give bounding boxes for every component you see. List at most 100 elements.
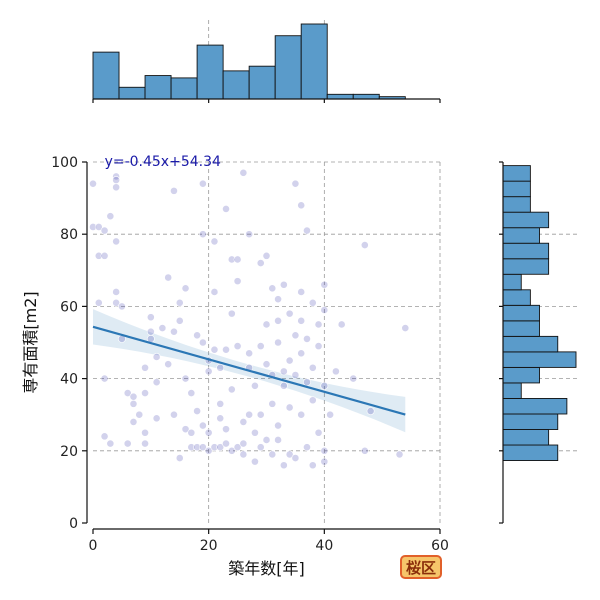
scatter-point (187, 428, 196, 437)
right-hist-bar (502, 429, 550, 446)
top-hist-bar (118, 86, 146, 100)
scatter-point (268, 399, 277, 408)
scatter-point (164, 360, 173, 369)
y-tick-label: 0 (69, 516, 78, 532)
scatter-point (349, 374, 358, 383)
scatter-point (181, 425, 190, 434)
scatter-point (158, 324, 167, 332)
scatter-point (320, 280, 329, 289)
scatter-point (94, 298, 103, 307)
right-hist-bar (502, 180, 531, 198)
top-hist-bar (92, 51, 120, 100)
scatter-point (210, 237, 219, 246)
right-hist-bar (502, 242, 550, 260)
scatter-point (395, 450, 404, 459)
scatter-point (308, 363, 317, 372)
scatter-point (303, 443, 311, 452)
scatter-point (314, 320, 323, 329)
right-hist-bar (502, 413, 559, 430)
scatter-point (291, 179, 300, 188)
scatter-point (112, 176, 121, 184)
scatter-point (251, 457, 259, 466)
scatter-point (227, 385, 236, 394)
scatter-point (222, 425, 230, 434)
scatter-point (112, 298, 121, 307)
right-hist-bar (502, 444, 559, 461)
scatter-point (187, 443, 196, 452)
y-tick-label: 40 (60, 372, 78, 388)
right-hist-bar (502, 196, 531, 213)
top-hist-bar (300, 23, 328, 100)
scatter-point (297, 201, 306, 210)
scatter-point (360, 446, 369, 455)
scatter-point (152, 414, 161, 423)
scatter-point (100, 432, 109, 441)
scatter-point (152, 378, 161, 387)
scatter-point (198, 443, 207, 452)
scatter-point (297, 349, 306, 358)
x-tick-label: 20 (200, 538, 218, 554)
scatter-point (170, 410, 178, 419)
scatter-point (123, 389, 132, 397)
scatter-point (233, 277, 242, 286)
scatter-point (233, 255, 242, 264)
scatter-point (308, 298, 317, 307)
scatter-point (262, 320, 271, 329)
scatter-point (129, 399, 138, 408)
scatter-point (135, 410, 144, 419)
y-tick-label: 100 (51, 155, 78, 171)
scatter-point (129, 418, 138, 426)
scatter-point (181, 284, 190, 293)
scatter-point (141, 389, 149, 397)
scatter-point (100, 226, 109, 235)
right-hist-bar (502, 335, 559, 353)
regression-line (92, 325, 406, 416)
scatter-point (193, 331, 201, 340)
scatter-point (262, 360, 271, 369)
scatter-point (198, 421, 207, 430)
scatter-point (239, 439, 248, 448)
scatter-point (175, 316, 184, 325)
scatter-point (141, 363, 149, 372)
scatter-point (106, 439, 115, 448)
district-badge: 桜区 (400, 555, 442, 579)
right-hist-bar (502, 382, 522, 399)
scatter-point (233, 342, 242, 351)
scatter-point (297, 288, 306, 296)
scatter-point (239, 450, 248, 459)
top-hist-bar (222, 70, 250, 100)
scatter-point (251, 428, 259, 437)
scatter-point (152, 353, 161, 361)
scatter-point (268, 450, 277, 459)
scatter-point (285, 356, 294, 365)
scatter-point (100, 374, 109, 383)
x-axis-label: 築年数[年] (228, 559, 305, 578)
top-histogram (92, 20, 441, 103)
scatter-point (297, 316, 306, 325)
scatter-point (141, 439, 149, 448)
scatter-point (326, 410, 335, 419)
scatter-point (216, 443, 225, 452)
scatter-point (89, 179, 97, 188)
scatter-point (239, 418, 248, 426)
scatter-point (100, 251, 109, 260)
scatter-point (308, 396, 317, 405)
scatter-point (331, 367, 340, 376)
scatter-point (112, 237, 121, 246)
scatter-point (262, 251, 271, 260)
right-hist-bar (502, 273, 522, 291)
scatter-point (320, 446, 329, 455)
scatter-point (204, 367, 213, 376)
scatter-point (366, 407, 375, 415)
scatter-point (210, 443, 219, 452)
scatter-point (216, 414, 225, 423)
right-hist-bar (502, 398, 568, 415)
scatter-point (279, 280, 288, 289)
scatter-point (320, 306, 329, 314)
scatter-point (112, 288, 121, 296)
x-tick-label: 0 (89, 538, 98, 554)
scatter-point (308, 461, 317, 470)
scatter-point (285, 450, 294, 459)
scatter-point (268, 284, 277, 293)
scatter-point (279, 367, 288, 376)
